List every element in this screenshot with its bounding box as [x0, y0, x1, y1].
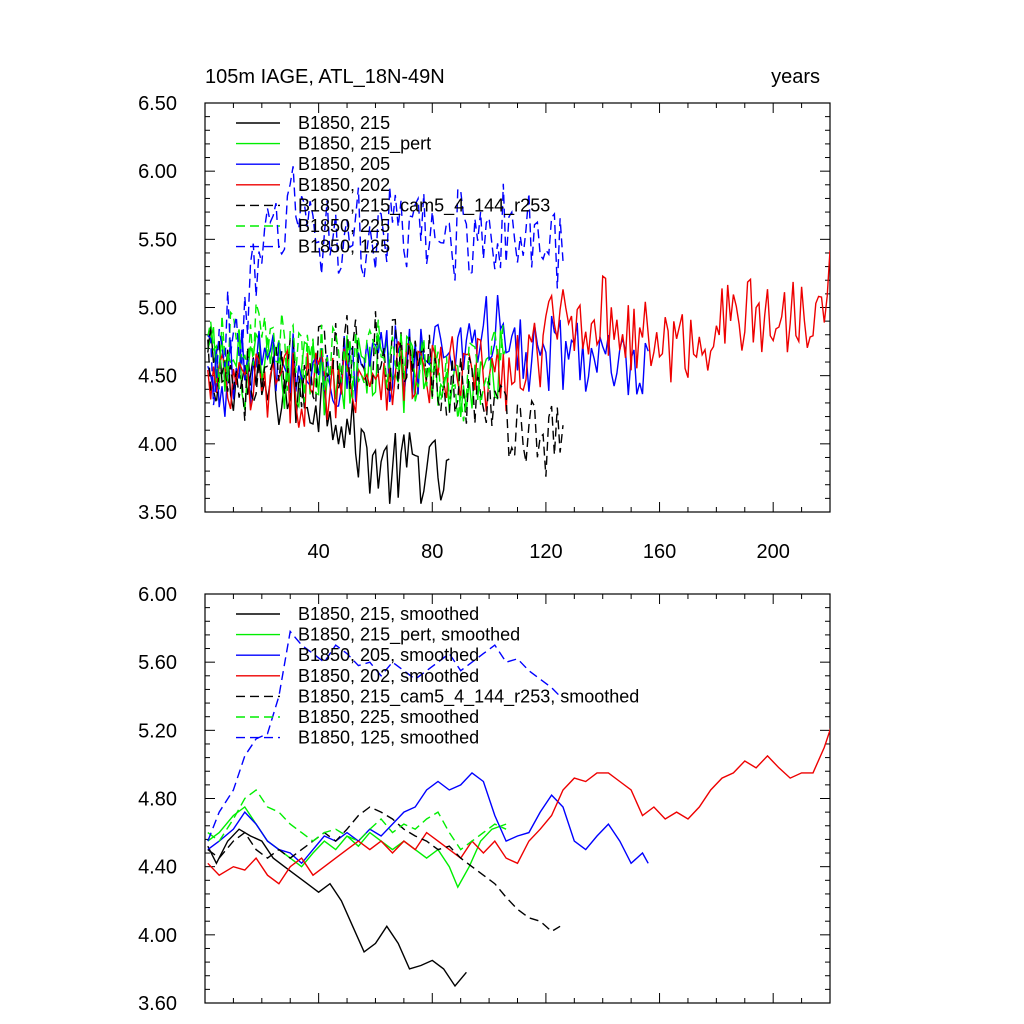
chart-title: 105m IAGE, ATL_18N-49N [205, 66, 445, 88]
legend-label: B1850, 215_pert, smoothed [298, 625, 520, 646]
x-tick-label: 160 [643, 541, 676, 563]
series-line [207, 828, 467, 988]
series-line [207, 771, 649, 865]
legend-label: B1850, 125, smoothed [298, 728, 479, 748]
top-panel: 105m IAGE, ATL_18N-49N years 3.50 4.00 4.50 5… [138, 66, 831, 563]
bottom-panel: 3.60 4.00 4.40 4.80 5.20 5.60 6.00 B1850, 215, … [138, 584, 831, 1015]
y-tick-label: 5.50 [138, 229, 177, 251]
legend-label: B1850, 202 [298, 175, 390, 195]
y-tick-label: 5.20 [138, 720, 177, 742]
y-tick-label: 3.50 [138, 502, 177, 524]
series-line [207, 250, 830, 428]
y-tick-label: 4.00 [138, 434, 177, 456]
x-tick-label: 120 [529, 541, 562, 563]
y-tick-label: 6.00 [138, 584, 177, 606]
legend-label: B1850, 215_cam5_4_144_r253, smoothed [298, 686, 639, 707]
series-line [207, 166, 564, 406]
y-tick-label: 6.50 [138, 93, 177, 115]
legend-label: B1850, 215, smoothed [298, 604, 479, 624]
series-line [207, 311, 564, 477]
series-group [207, 629, 830, 988]
chart-units-label: years [771, 66, 820, 88]
y-tick-label: 4.40 [138, 857, 177, 879]
y-tick-label: 4.00 [138, 925, 177, 947]
legend-label: B1850, 225, smoothed [298, 707, 479, 727]
series-line [207, 326, 450, 504]
x-tick-label: 80 [421, 541, 443, 563]
y-tick-label: 4.50 [138, 366, 177, 388]
series-line [207, 788, 507, 851]
x-tick-label: 200 [756, 541, 789, 563]
series-line [207, 728, 830, 885]
x-tick-label: 40 [308, 541, 330, 563]
y-tick-label: 4.80 [138, 789, 177, 811]
series-line [207, 806, 561, 933]
series-line [207, 805, 507, 889]
legend-label: B1850, 202, smoothed [298, 666, 479, 686]
y-tick-label: 6.00 [138, 161, 177, 183]
y-tick-label: 3.60 [138, 993, 177, 1015]
series-line [207, 629, 561, 842]
legend-label: B1850, 205, smoothed [298, 645, 479, 665]
legend-label: B1850, 215_pert [298, 134, 431, 155]
legend-label: B1850, 205 [298, 154, 390, 174]
y-tick-label: 5.00 [138, 298, 177, 320]
legend-label: B1850, 215_cam5_4_144_r253 [298, 195, 550, 216]
series-line [207, 303, 504, 422]
series-group [207, 166, 830, 504]
legend-label: B1850, 125 [298, 237, 390, 257]
legend-label: B1850, 215 [298, 113, 390, 133]
legend-label: B1850, 225 [298, 216, 390, 236]
y-tick-label: 5.60 [138, 652, 177, 674]
